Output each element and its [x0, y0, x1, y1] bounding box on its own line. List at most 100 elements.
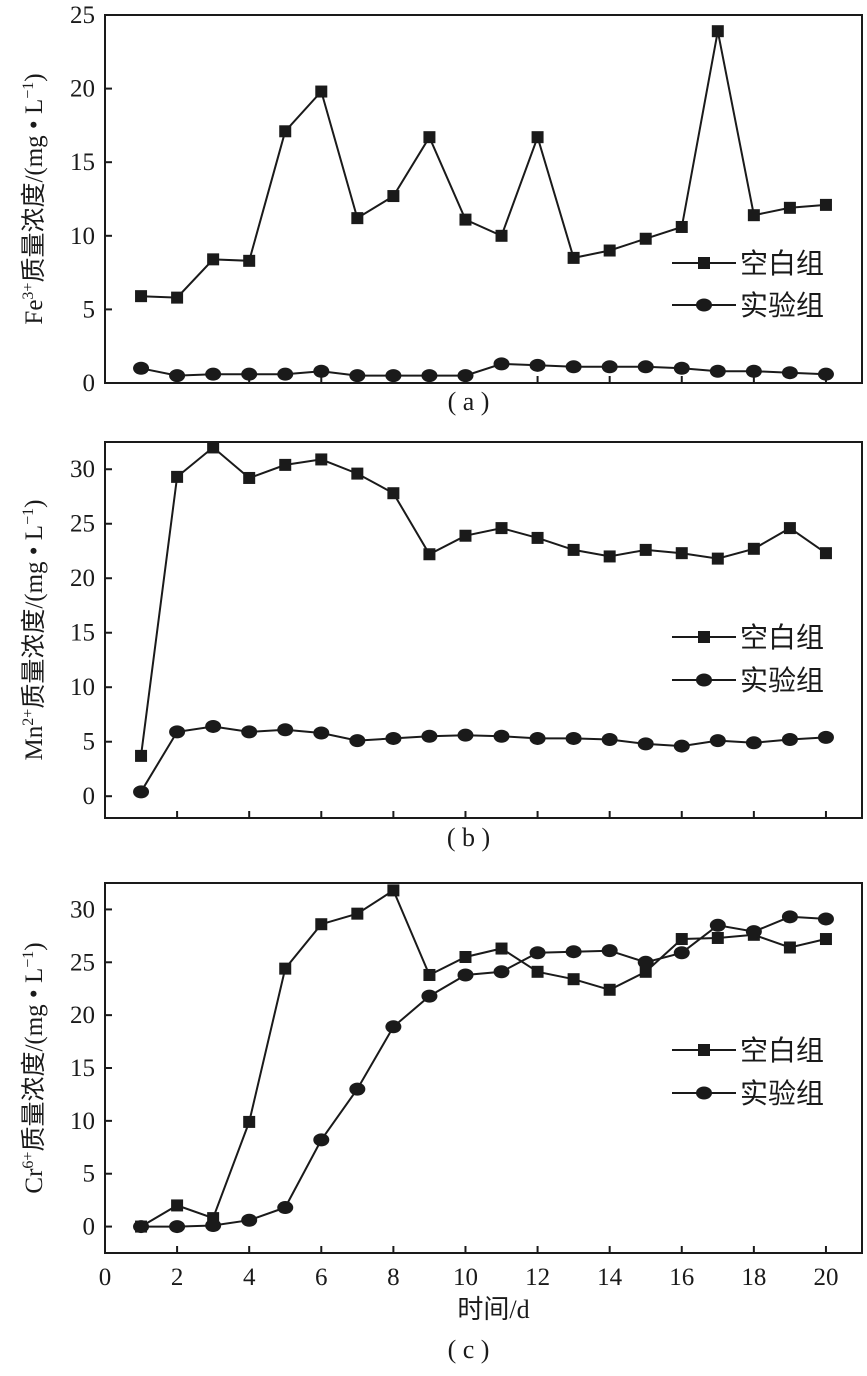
y-label-species: Mn	[21, 725, 48, 760]
data-point	[639, 232, 652, 245]
panel-label: ( c )	[448, 1335, 490, 1364]
data-point	[205, 1219, 222, 1233]
y-tick-label: 15	[70, 1055, 95, 1082]
y-label-close: )	[21, 942, 48, 950]
data-point	[781, 366, 798, 380]
data-point	[459, 951, 472, 963]
data-point	[495, 942, 508, 955]
y-tick-label: 10	[70, 674, 95, 701]
data-point	[387, 487, 400, 500]
data-point	[711, 25, 724, 38]
y-label-species: Fe	[21, 300, 48, 325]
legend-item: 空白组	[672, 1035, 824, 1067]
data-point	[675, 220, 688, 233]
legend-item: 实验组	[672, 1078, 824, 1110]
data-point	[277, 367, 294, 381]
panel-label: ( a )	[448, 387, 490, 416]
y-label-unit-exp: −1	[20, 508, 37, 525]
data-point	[745, 925, 762, 939]
data-point	[277, 723, 294, 737]
data-point	[673, 361, 690, 375]
legend-label: 空白组	[740, 622, 824, 654]
x-tick-label: 20	[813, 1264, 838, 1291]
data-point	[459, 529, 472, 542]
y-tick-label: 20	[70, 1002, 95, 1029]
y-tick-label: 0	[83, 370, 96, 397]
x-tick-label: 18	[741, 1264, 766, 1291]
data-point	[241, 1213, 258, 1227]
x-tick-label: 8	[387, 1264, 400, 1291]
y-tick-label: 5	[83, 296, 96, 323]
data-point	[601, 944, 618, 958]
data-point	[747, 542, 760, 555]
series-blank-group	[135, 441, 832, 762]
series-blank-group	[135, 884, 832, 1233]
data-point	[315, 453, 328, 466]
data-point	[709, 734, 726, 748]
data-point	[817, 367, 834, 381]
data-point	[493, 965, 510, 979]
data-point	[315, 85, 328, 98]
data-point	[673, 739, 690, 753]
data-point	[351, 467, 364, 480]
data-point	[781, 733, 798, 747]
data-point	[565, 945, 582, 959]
data-point	[169, 369, 186, 383]
data-point	[171, 470, 184, 483]
data-point	[421, 369, 438, 383]
data-point	[819, 547, 832, 560]
data-point	[279, 125, 292, 138]
data-point	[529, 946, 546, 960]
series-experiment-group	[133, 910, 834, 1234]
y-tick-label: 30	[70, 896, 95, 923]
legend-label: 实验组	[740, 1078, 824, 1110]
data-point	[313, 364, 330, 378]
data-point	[351, 907, 364, 920]
data-point	[637, 737, 654, 751]
y-tick-label: 0	[83, 1214, 96, 1241]
data-point	[133, 361, 150, 375]
data-point	[493, 357, 510, 371]
y-tick-label: 20	[70, 565, 95, 592]
data-point	[603, 550, 616, 563]
series-blank-group	[135, 25, 832, 304]
data-point	[171, 1199, 184, 1212]
data-point	[279, 962, 292, 975]
legend-item: 实验组	[672, 290, 824, 322]
data-point	[457, 728, 474, 742]
y-label-text: 质量浓度/(mg • L	[20, 99, 48, 283]
legend-marker	[698, 1044, 710, 1056]
legend-label: 实验组	[740, 290, 824, 322]
legend-label: 空白组	[740, 248, 824, 280]
data-point	[171, 291, 184, 304]
y-label-unit-exp: −1	[20, 951, 37, 968]
data-point	[673, 946, 690, 960]
y-tick-label: 20	[70, 76, 95, 103]
data-point	[531, 131, 544, 144]
data-point	[637, 955, 654, 969]
y-axis-label: Fe3+质量浓度/(mg • L−1)	[20, 73, 48, 324]
data-point	[457, 369, 474, 383]
data-point	[817, 730, 834, 744]
legend-label: 实验组	[740, 665, 824, 697]
x-tick-label: 4	[243, 1264, 256, 1291]
series-experiment-group	[133, 719, 834, 799]
data-point	[781, 910, 798, 924]
data-point	[601, 360, 618, 374]
legend-marker	[698, 631, 710, 643]
y-tick-label: 5	[83, 1161, 96, 1188]
data-point	[349, 734, 366, 748]
x-tick-label: 12	[525, 1264, 550, 1291]
x-tick-label: 6	[315, 1264, 328, 1291]
data-point	[351, 212, 364, 225]
data-point	[385, 369, 402, 383]
y-tick-label: 25	[70, 949, 95, 976]
data-point	[135, 290, 148, 303]
data-point	[313, 726, 330, 740]
y-axis-label: Mn2+质量浓度/(mg • L−1)	[20, 500, 48, 761]
data-point	[243, 1115, 256, 1128]
legend-marker	[698, 257, 710, 269]
y-label-close: )	[21, 500, 48, 508]
